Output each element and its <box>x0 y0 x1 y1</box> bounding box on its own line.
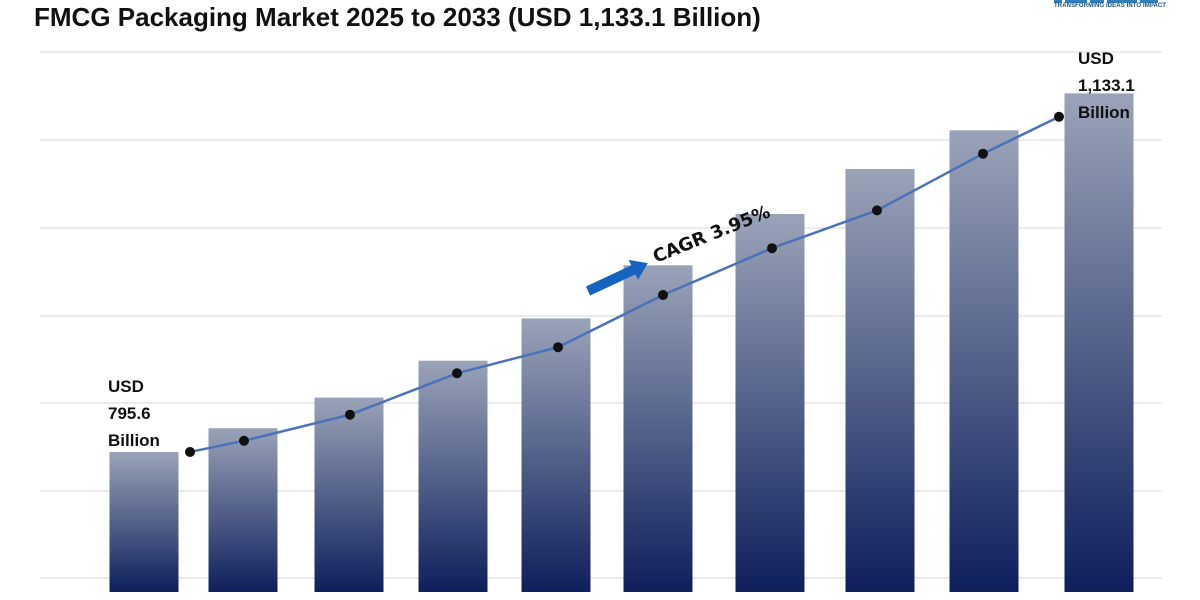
bar-2034 <box>1064 93 1134 593</box>
bar-2027 <box>314 397 384 592</box>
bar-2029 <box>521 318 591 592</box>
end-value-label: USD <box>1078 49 1114 68</box>
brand-logo-icon <box>1054 0 1164 3</box>
bar-2025 <box>109 451 179 592</box>
start-value-label: Billion <box>108 431 160 450</box>
bar-2033 <box>949 130 1019 593</box>
bar-2031 <box>735 214 805 592</box>
trend-point-2032 <box>872 205 882 216</box>
bar-2030 <box>623 265 693 592</box>
trend-point-2029 <box>553 342 563 353</box>
trend-point-2027 <box>345 409 355 420</box>
trend-point-2026 <box>239 435 249 446</box>
bar-2026 <box>208 428 278 592</box>
brand-logo: TRANSFORMING IDEAS INTO IMPACT <box>1054 0 1167 12</box>
start-value-label: 795.6 <box>108 404 151 423</box>
trend-point-2033 <box>978 148 988 159</box>
trend-point-2031 <box>767 243 777 254</box>
trend-line-path <box>189 115 1060 454</box>
trend-point-2025 <box>185 446 195 457</box>
trend-line <box>185 111 1064 457</box>
bar-2032 <box>845 169 915 592</box>
end-value-label: Billion <box>1078 103 1130 122</box>
trend-point-2034 <box>1054 111 1064 122</box>
bar-2028 <box>418 360 488 592</box>
end-value-label: 1,133.1 <box>1078 76 1135 95</box>
trend-point-2028 <box>452 368 462 379</box>
cagr-arrow-icon <box>585 259 648 296</box>
bars <box>109 93 1134 593</box>
chart-title: FMCG Packaging Market 2025 to 2033 (USD … <box>34 2 761 32</box>
brand-tagline: TRANSFORMING IDEAS INTO IMPACT <box>1054 3 1167 9</box>
start-value-label: USD <box>108 377 144 396</box>
trend-point-2030 <box>658 290 668 300</box>
